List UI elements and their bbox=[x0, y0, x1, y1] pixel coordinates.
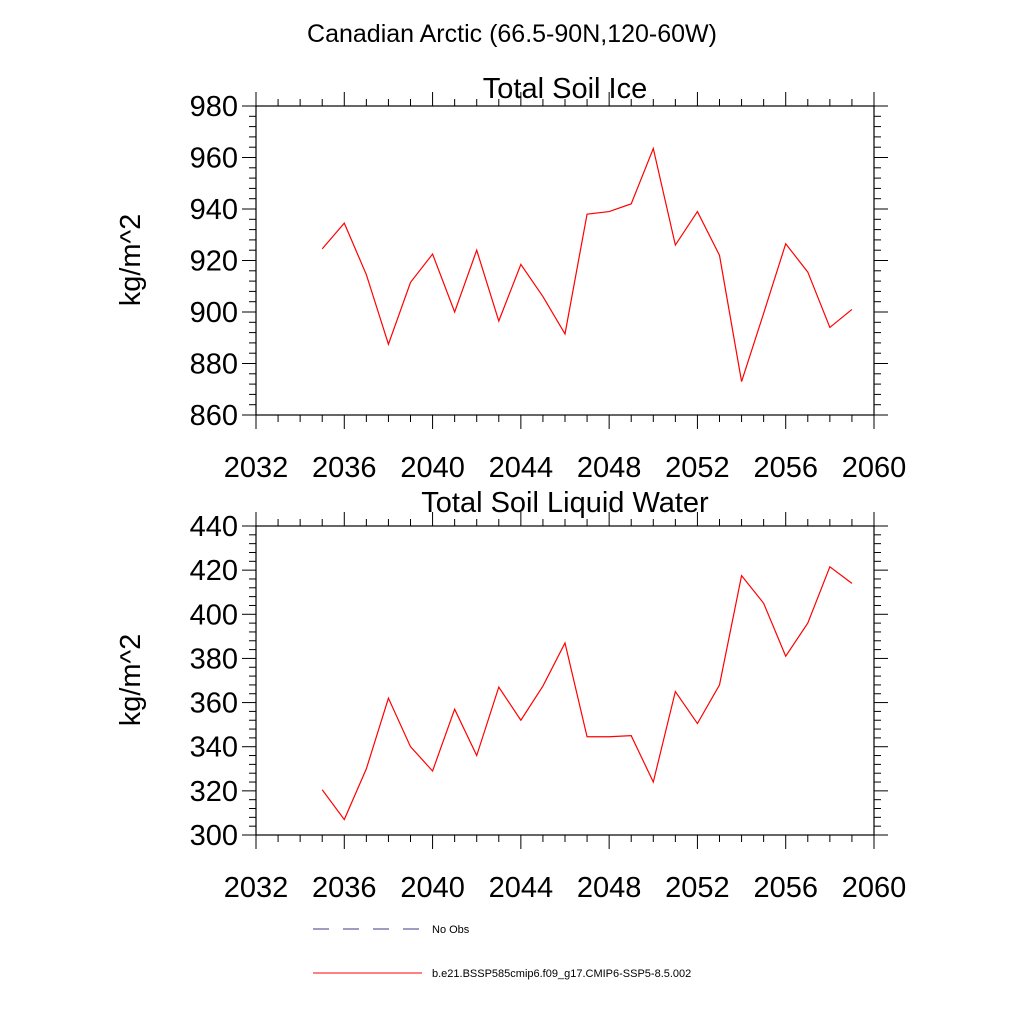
plot-frame bbox=[255, 525, 875, 836]
data-point bbox=[542, 685, 543, 686]
data-point bbox=[454, 311, 455, 312]
x-tick-label: 2052 bbox=[665, 872, 730, 904]
y-tick-label: 360 bbox=[190, 688, 238, 720]
x-tick-label: 2040 bbox=[400, 872, 465, 904]
data-point bbox=[454, 709, 455, 710]
data-point bbox=[719, 684, 720, 685]
x-tick-label: 2044 bbox=[489, 452, 554, 484]
data-point bbox=[785, 656, 786, 657]
data-point bbox=[322, 248, 323, 249]
y-tick-label: 860 bbox=[190, 400, 238, 432]
data-point bbox=[322, 789, 323, 790]
data-point bbox=[719, 255, 720, 256]
data-point bbox=[829, 566, 830, 567]
y-tick-label: 300 bbox=[190, 820, 238, 852]
data-point bbox=[366, 274, 367, 275]
x-tick-label: 2036 bbox=[312, 452, 377, 484]
data-point bbox=[498, 320, 499, 321]
data-point bbox=[564, 642, 565, 643]
data-point bbox=[388, 698, 389, 699]
data-point bbox=[829, 327, 830, 328]
y-tick-label: 340 bbox=[190, 732, 238, 764]
data-point bbox=[807, 271, 808, 272]
x-tick-label: 2044 bbox=[489, 872, 554, 904]
data-point bbox=[763, 313, 764, 314]
y-tick-label: 880 bbox=[190, 349, 238, 381]
x-tick-label: 2056 bbox=[753, 452, 818, 484]
data-point bbox=[675, 244, 676, 245]
data-point bbox=[675, 691, 676, 692]
y-tick-label: 940 bbox=[190, 194, 238, 226]
y-tick-label: 960 bbox=[190, 143, 238, 175]
data-point bbox=[785, 243, 786, 244]
data-point bbox=[344, 819, 345, 820]
chart-panel-2: Total Soil Liquid Water kg/m^2 2032 2036 204… bbox=[115, 487, 906, 904]
legend-label-2: b.e21.BSSP585cmip6.f09_g17.CMIP6-SSP5-8.… bbox=[432, 968, 691, 980]
data-point bbox=[432, 253, 433, 254]
y-tick-label: 400 bbox=[190, 599, 238, 631]
y-tick-label: 920 bbox=[190, 246, 238, 278]
x-tick-label: 2048 bbox=[577, 452, 642, 484]
x-tick-label: 2060 bbox=[842, 872, 907, 904]
x-tick-label: 2060 bbox=[842, 452, 907, 484]
x-tick-label: 2032 bbox=[224, 872, 289, 904]
x-tick-label: 2048 bbox=[577, 872, 642, 904]
x-tick-label: 2056 bbox=[753, 872, 818, 904]
data-point bbox=[741, 381, 742, 382]
data-point bbox=[851, 309, 852, 310]
y-axis-label: kg/m^2 bbox=[115, 634, 147, 727]
data-point bbox=[631, 735, 632, 736]
legend-label-1: No Obs bbox=[432, 924, 470, 936]
chart-title: Total Soil Liquid Water bbox=[421, 487, 709, 519]
plot-frame bbox=[255, 105, 875, 416]
y-tick-label: 440 bbox=[190, 511, 238, 543]
data-point bbox=[741, 575, 742, 576]
data-point bbox=[609, 211, 610, 212]
data-point bbox=[653, 148, 654, 149]
data-point bbox=[609, 736, 610, 737]
data-point bbox=[697, 723, 698, 724]
data-point bbox=[763, 603, 764, 604]
y-tick-label: 380 bbox=[190, 643, 238, 675]
data-point bbox=[498, 687, 499, 688]
x-tick-label: 2052 bbox=[665, 452, 730, 484]
y-tick-label: 980 bbox=[190, 91, 238, 123]
y-tick-label: 900 bbox=[190, 297, 238, 329]
data-point bbox=[631, 203, 632, 204]
x-tick-label: 2032 bbox=[224, 452, 289, 484]
data-point bbox=[586, 736, 587, 737]
y-axis-label: kg/m^2 bbox=[115, 214, 147, 307]
data-point bbox=[520, 720, 521, 721]
x-tick-label: 2036 bbox=[312, 872, 377, 904]
y-tick-label: 420 bbox=[190, 555, 238, 587]
x-tick-label: 2040 bbox=[400, 452, 465, 484]
data-point bbox=[366, 768, 367, 769]
data-point bbox=[542, 296, 543, 297]
legend: No Obs b.e21.BSSP585cmip6.f09_g17.CMIP6-S… bbox=[313, 924, 691, 980]
figure-title: Canadian Arctic (66.5-90N,120-60W) bbox=[307, 20, 717, 48]
data-point bbox=[586, 214, 587, 215]
data-point bbox=[476, 250, 477, 251]
data-point bbox=[344, 223, 345, 224]
data-point bbox=[410, 746, 411, 747]
data-point bbox=[851, 583, 852, 584]
series-line-1 bbox=[321, 565, 853, 821]
data-point bbox=[697, 211, 698, 212]
data-point bbox=[807, 623, 808, 624]
data-point bbox=[432, 770, 433, 771]
data-point bbox=[520, 264, 521, 265]
y-tick-label: 320 bbox=[190, 776, 238, 808]
series-line-1 bbox=[321, 146, 853, 382]
data-point bbox=[388, 344, 389, 345]
data-point bbox=[476, 755, 477, 756]
data-point bbox=[564, 333, 565, 334]
data-point bbox=[410, 282, 411, 283]
data-point bbox=[653, 781, 654, 782]
